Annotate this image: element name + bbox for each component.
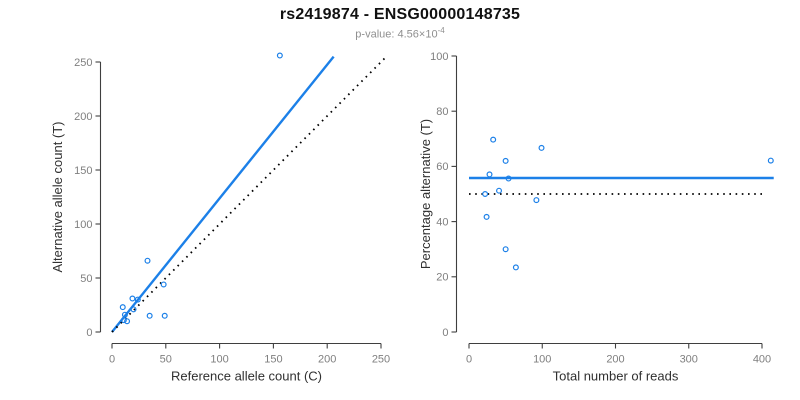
scatter-point (482, 191, 489, 198)
scatter-point (483, 213, 490, 220)
x-tick-label: 100 (533, 354, 551, 366)
y-tick-label: 250 (74, 57, 92, 69)
scatter-point (161, 312, 168, 319)
y-tick-label: 100 (74, 219, 92, 231)
y-tick-label: 60 (436, 161, 448, 173)
x-tick-label: 400 (753, 354, 771, 366)
x-axis-title: Total number of reads (553, 369, 679, 384)
fit-line (111, 55, 335, 333)
identity-line (111, 54, 389, 333)
scatter-point (129, 295, 136, 302)
y-axis-title: Percentage alternative (T) (418, 119, 433, 269)
scatter-point (490, 136, 497, 143)
scatter-point (533, 197, 540, 204)
scatter-point (505, 175, 512, 182)
y-axis-title: Alternative allele count (T) (50, 121, 65, 272)
scatter-point (120, 317, 127, 324)
scatter-point (502, 246, 509, 253)
x-tick-label: 150 (264, 354, 282, 366)
x-tick-label: 0 (466, 354, 472, 366)
scatter-point (276, 52, 283, 59)
scatter-point (512, 264, 519, 271)
x-tick-label: 100 (210, 354, 228, 366)
scatter-point (124, 318, 131, 325)
x-tick-label: 300 (680, 354, 698, 366)
x-tick-label: 50 (160, 354, 172, 366)
x-tick-label: 200 (606, 354, 624, 366)
scatter-point (486, 171, 493, 178)
y-tick-label: 150 (74, 165, 92, 177)
p-value-exponent: -4 (437, 26, 445, 35)
x-axis-title: Reference allele count (C) (171, 369, 322, 384)
scatter-point (538, 144, 545, 151)
y-tick-label: 0 (86, 327, 92, 339)
scatter-point (121, 311, 128, 318)
x-tick-label: 250 (372, 354, 390, 366)
scatter-point (146, 312, 153, 319)
figure-title: rs2419874 - ENSG00000148735 (279, 6, 521, 23)
scatter-point (496, 187, 503, 194)
figure-subtitle: p-value: 4.56×10-4 (0, 26, 800, 41)
y-tick-label: 20 (436, 272, 448, 284)
scatter-point (767, 157, 774, 164)
scatter-point (160, 281, 167, 288)
p-value-text: p-value: 4.56×10 (355, 28, 438, 41)
y-tick-label: 40 (436, 216, 448, 228)
y-tick-label: 200 (74, 111, 92, 123)
y-tick-label: 100 (430, 51, 448, 63)
y-tick-label: 0 (442, 327, 448, 339)
y-tick-label: 80 (436, 106, 448, 118)
y-tick-label: 50 (80, 273, 92, 285)
scatter-point (144, 257, 151, 264)
scatter-point (502, 157, 509, 164)
scatter-point (119, 304, 126, 311)
x-tick-label: 0 (109, 354, 115, 366)
scatter-point (134, 296, 141, 303)
x-tick-label: 200 (318, 354, 336, 366)
scatter-point (130, 306, 137, 313)
